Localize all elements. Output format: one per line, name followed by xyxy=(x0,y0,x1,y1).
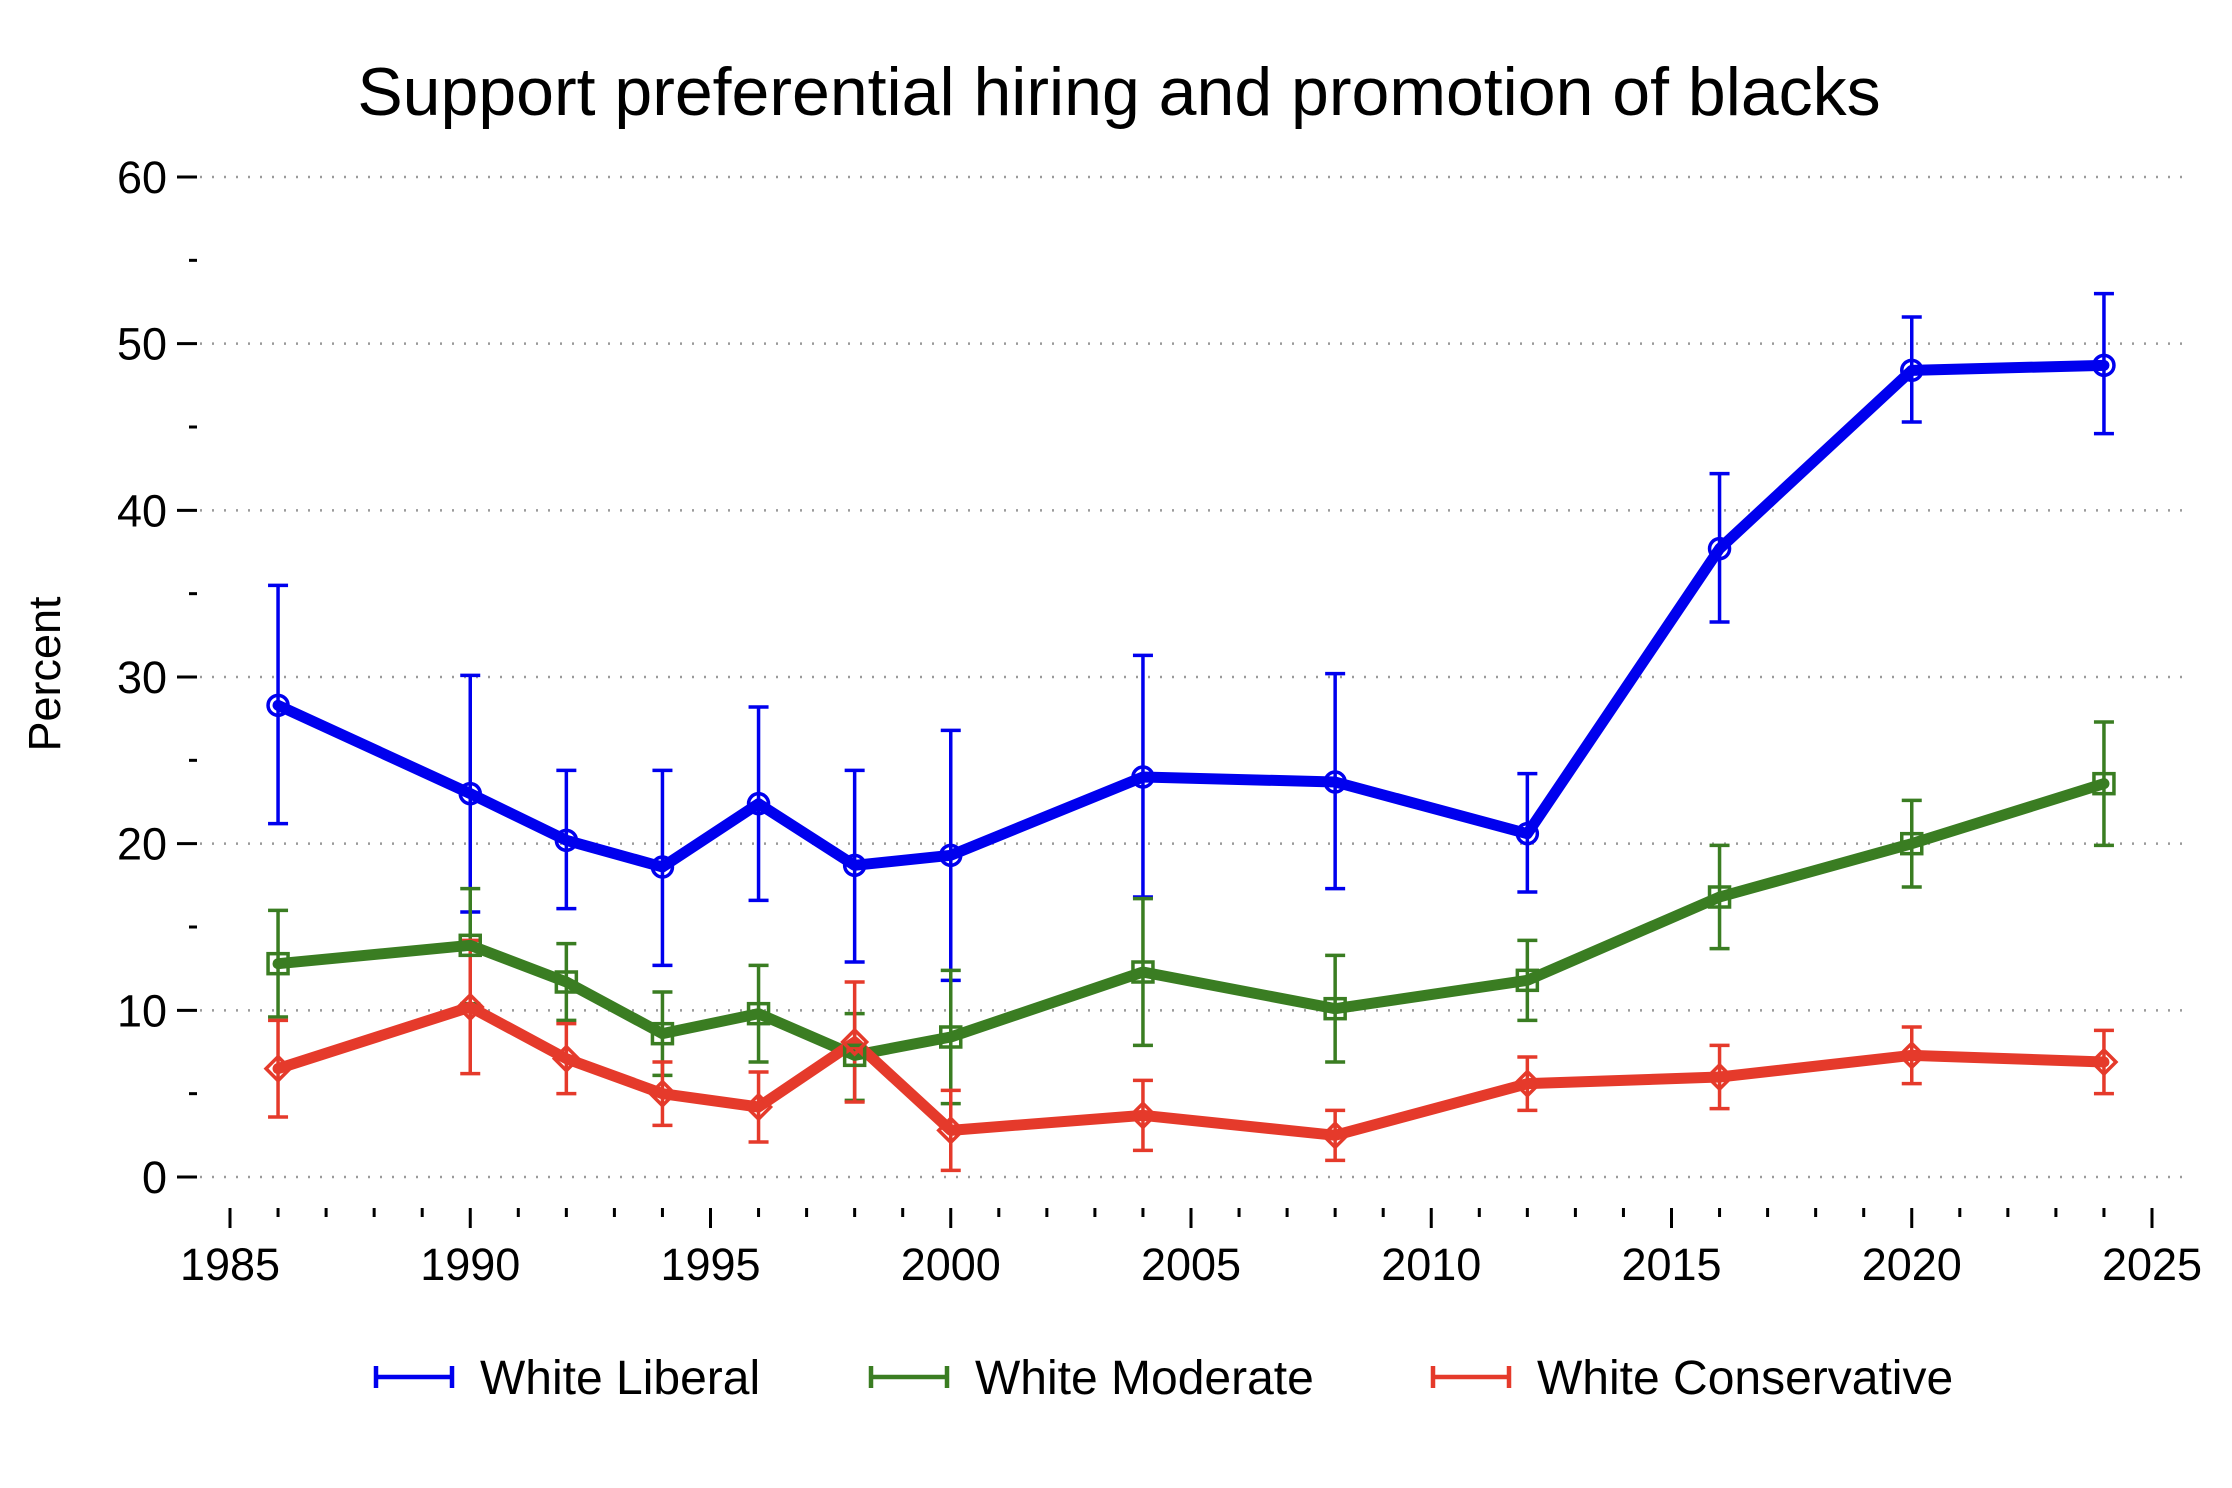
y-axis: 0 10 20 30 40 50 60 xyxy=(117,152,197,1203)
legend: White Liberal White Moderate White Conserv… xyxy=(373,1352,1953,1405)
data-point xyxy=(1512,1069,1542,1099)
data-point xyxy=(650,1021,675,1046)
series-line xyxy=(272,778,2110,1061)
data-point xyxy=(551,1044,581,1074)
data-point xyxy=(746,1001,771,1026)
data-point xyxy=(554,970,579,994)
error-bars xyxy=(268,291,2114,1173)
data-point xyxy=(455,992,485,1022)
data-point xyxy=(1897,1040,1927,1070)
y-tick-label: 20 xyxy=(117,819,167,870)
legend-label: White Moderate xyxy=(975,1352,1314,1405)
data-point xyxy=(1515,968,1540,993)
data-point xyxy=(842,853,867,878)
y-tick-label: 60 xyxy=(117,152,167,203)
y-tick-label: 50 xyxy=(117,319,167,370)
data-point xyxy=(1705,1062,1735,1092)
data-point xyxy=(554,828,579,853)
x-tick-label: 2020 xyxy=(1862,1239,1962,1290)
x-tick-label: 2025 xyxy=(2102,1239,2202,1290)
data-point xyxy=(1323,996,1347,1021)
x-axis: 1985 1990 1995 2000 2005 2010 2015 2020 2025 xyxy=(180,1208,2202,1290)
y-tick-label: 10 xyxy=(117,985,167,1036)
legend-label: White Liberal xyxy=(480,1352,760,1405)
data-point xyxy=(458,933,482,958)
legend-item: White Liberal xyxy=(373,1352,760,1405)
data-point xyxy=(266,951,290,976)
data-point xyxy=(2089,1047,2119,1077)
data-point xyxy=(266,693,290,718)
data-point xyxy=(1323,770,1347,794)
data-point xyxy=(1707,885,1732,909)
data-point xyxy=(2092,771,2116,796)
data-point xyxy=(936,1115,966,1145)
data-point xyxy=(1900,831,1924,856)
data-point xyxy=(1900,358,1924,383)
data-point xyxy=(1131,765,1155,789)
data-point xyxy=(744,1092,774,1122)
x-tick-label: 2010 xyxy=(1381,1239,1481,1290)
legend-label: White Conservative xyxy=(1537,1352,1953,1405)
data-point xyxy=(842,1043,867,1068)
data-point xyxy=(647,1079,677,1109)
y-tick-label: 0 xyxy=(142,1152,167,1203)
x-tick-label: 2005 xyxy=(1141,1239,1241,1290)
y-tick-label: 40 xyxy=(117,485,167,536)
data-point xyxy=(1707,536,1732,561)
x-tick-label: 2000 xyxy=(901,1239,1001,1290)
data-point xyxy=(746,791,771,816)
y-tick-label: 30 xyxy=(117,652,167,703)
data-point xyxy=(840,1027,870,1057)
x-tick-label: 1990 xyxy=(420,1239,520,1290)
data-point xyxy=(1131,960,1155,984)
chart-title: Support preferential hiring and promotio… xyxy=(357,54,1880,130)
data-point xyxy=(458,781,482,806)
legend-item: White Moderate xyxy=(868,1352,1314,1405)
data-point xyxy=(1320,1120,1350,1150)
x-tick-label: 1995 xyxy=(660,1239,760,1290)
series-lines xyxy=(272,359,2110,1141)
series-line xyxy=(272,1001,2110,1141)
data-point xyxy=(1515,821,1540,846)
y-axis-label: Percent xyxy=(19,596,70,752)
data-point xyxy=(1128,1100,1158,1130)
data-point xyxy=(2092,353,2116,378)
x-tick-label: 1985 xyxy=(180,1239,280,1290)
x-tick-label: 2015 xyxy=(1621,1239,1721,1290)
series-line xyxy=(272,359,2110,873)
data-point xyxy=(263,1054,293,1084)
series-markers xyxy=(263,353,2119,1150)
data-point xyxy=(650,855,675,879)
data-point xyxy=(939,1025,963,1049)
data-point xyxy=(939,843,963,868)
legend-item: White Conservative xyxy=(1430,1352,1953,1405)
